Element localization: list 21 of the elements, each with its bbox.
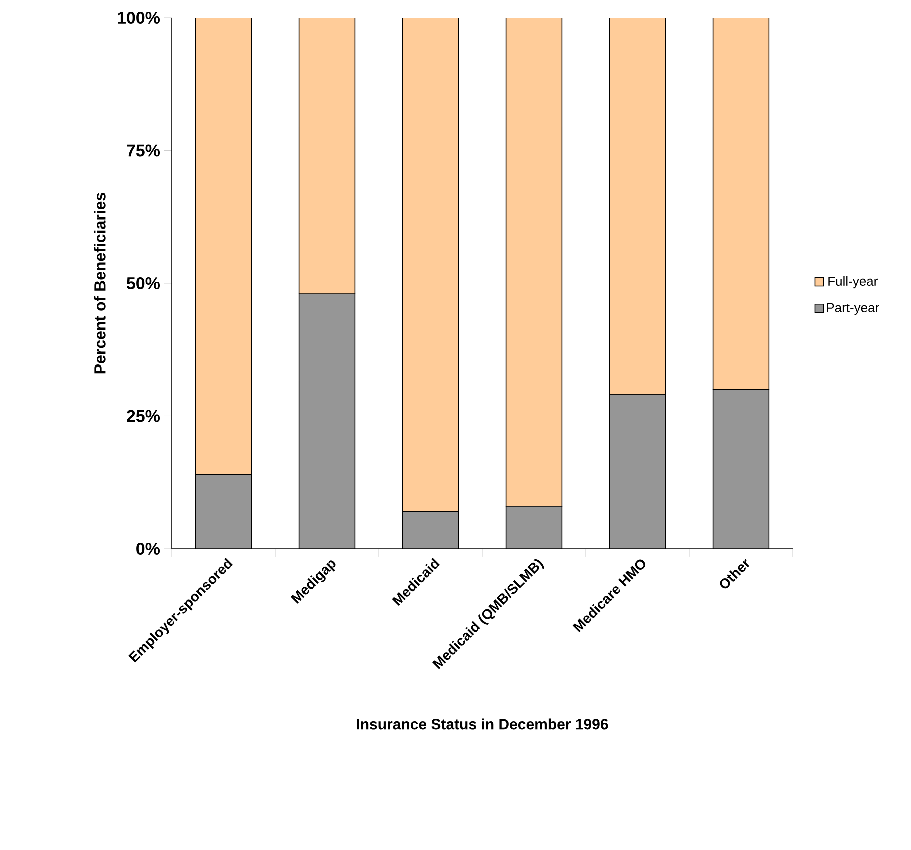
y-tick-label: 25% xyxy=(127,410,160,422)
y-tick-label: 50% xyxy=(126,277,160,290)
bar xyxy=(298,18,356,295)
bar xyxy=(402,18,460,512)
bar xyxy=(506,18,563,507)
bar xyxy=(712,389,770,549)
y-tick-label: 100% xyxy=(118,12,160,24)
bar xyxy=(712,18,770,390)
y-tick-label: 75% xyxy=(127,144,160,157)
bar xyxy=(506,506,562,549)
legend-label: Part-year xyxy=(827,303,880,316)
legend-label: Full-year xyxy=(828,276,878,289)
bar xyxy=(402,512,459,549)
bar xyxy=(609,18,666,396)
bar xyxy=(610,395,666,549)
bar xyxy=(196,474,252,549)
y-tick-label: 0% xyxy=(136,542,160,556)
bar xyxy=(299,294,356,549)
bar xyxy=(195,18,252,476)
y-axis-title: Percent of Beneficiaries xyxy=(94,193,106,374)
x-axis-title: Insurance Status in December 1996 xyxy=(357,718,608,730)
